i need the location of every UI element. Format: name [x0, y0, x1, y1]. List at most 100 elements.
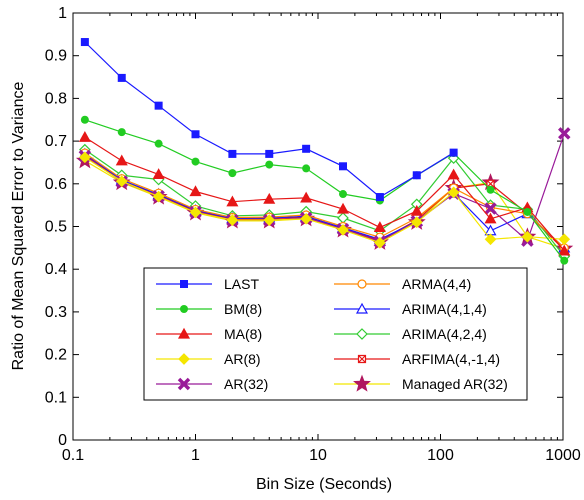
legend-label: AR(32): [224, 376, 268, 392]
legend-swatch-marker: [180, 280, 188, 288]
legend-swatch-marker: [177, 377, 191, 391]
y-tick-label: 0.2: [45, 347, 67, 364]
data-point: [117, 73, 126, 82]
series-line: [84, 153, 565, 249]
data-point: [115, 154, 128, 166]
data-point: [152, 190, 165, 203]
legend-label: ARIMA(4,1,4): [402, 301, 487, 317]
data-point: [486, 179, 495, 188]
legend-item: AR(32): [156, 376, 268, 392]
legend-item: Managed AR(32): [334, 374, 508, 392]
data-point: [189, 206, 202, 219]
data-point: [115, 175, 128, 188]
data-point: [336, 202, 350, 214]
legend-label: ARIMA(4,2,4): [402, 326, 487, 342]
y-tick-label: 0.8: [45, 90, 67, 107]
series-ar-8: [79, 151, 571, 249]
x-axis-label: Bin Size (Seconds): [256, 476, 392, 493]
legend-swatch-marker: [356, 328, 368, 340]
y-axis-label: Ratio of Mean Squared Error to Variance: [10, 82, 27, 371]
legend-swatch-marker: [355, 302, 369, 314]
legend: LAST BM(8) MA(8) AR(8) AR(32) ARMA(4,4) ARIMA(…: [143, 267, 528, 401]
data-point: [154, 101, 163, 110]
data-point: [558, 233, 571, 246]
data-point: [78, 131, 91, 142]
data-point: [152, 168, 165, 180]
y-tick-label: 0.5: [45, 219, 67, 236]
series-line: [84, 156, 565, 244]
data-point: [265, 149, 274, 158]
data-point: [484, 212, 497, 224]
data-point: [447, 186, 460, 199]
data-point: [558, 244, 571, 256]
y-tick-label: 0.6: [45, 176, 67, 193]
legend-swatch-marker: [357, 279, 367, 289]
legend-swatch-marker: [178, 353, 190, 365]
x-tick-label: 1: [191, 447, 200, 464]
data-point: [191, 130, 200, 139]
x-tick-label: 1000: [545, 447, 581, 464]
data-point: [263, 214, 276, 226]
legend-label: BM(8): [224, 301, 262, 317]
data-point: [265, 160, 274, 169]
data-point: [337, 212, 349, 224]
legend-swatch-marker: [177, 327, 191, 339]
data-point: [191, 157, 200, 166]
data-point: [117, 128, 126, 137]
series-line: [84, 119, 565, 262]
data-point: [449, 148, 458, 157]
data-point: [447, 168, 460, 180]
data-point: [560, 256, 569, 265]
legend-label: ARFIMA(4,-1,4): [402, 351, 500, 367]
y-tick-label: 0.4: [45, 261, 67, 278]
series-line: [84, 149, 565, 257]
data-point: [484, 202, 497, 215]
series-line: [84, 41, 454, 198]
legend-label: Managed AR(32): [402, 376, 508, 392]
series-ma-8: [78, 131, 571, 256]
data-point: [80, 38, 89, 47]
legend-item: BM(8): [156, 301, 262, 317]
data-point: [373, 221, 386, 232]
data-point: [302, 144, 311, 153]
series-line: [84, 136, 565, 252]
data-point: [410, 216, 423, 229]
legend-label: LAST: [224, 276, 259, 292]
legend-label: MA(8): [224, 326, 262, 342]
data-point: [484, 233, 497, 246]
legend-item: ARFIMA(4,-1,4): [334, 351, 500, 367]
legend-item: ARIMA(4,1,4): [334, 301, 487, 317]
data-point: [337, 224, 349, 236]
data-point: [412, 171, 421, 180]
legend-label: ARMA(4,4): [402, 276, 471, 292]
data-point: [154, 139, 163, 148]
data-point: [374, 236, 386, 249]
y-tick-label: 0.7: [45, 133, 67, 150]
data-point: [263, 192, 276, 204]
data-point: [375, 193, 384, 202]
data-point: [226, 214, 239, 226]
x-tick-label: 0.1: [62, 447, 84, 464]
data-point: [410, 204, 423, 216]
series-lines: [75, 38, 574, 265]
y-tick-label: 1: [58, 5, 67, 22]
data-point: [226, 195, 239, 207]
legend-item: ARMA(4,4): [334, 276, 471, 292]
data-point: [228, 169, 237, 178]
legend-swatch-marker: [357, 354, 367, 364]
data-point: [80, 115, 89, 124]
data-point: [302, 164, 311, 173]
data-point: [558, 127, 571, 140]
series-line: [84, 152, 565, 249]
x-tick-label: 100: [427, 447, 454, 464]
data-point: [486, 185, 495, 194]
legend-swatch-marker: [353, 374, 371, 392]
legend-item: MA(8): [156, 326, 262, 342]
data-point: [228, 149, 237, 158]
y-tick-label: 0.3: [45, 304, 67, 321]
data-point: [523, 207, 532, 216]
data-point: [300, 191, 313, 203]
y-tick-label: 0: [58, 432, 67, 449]
